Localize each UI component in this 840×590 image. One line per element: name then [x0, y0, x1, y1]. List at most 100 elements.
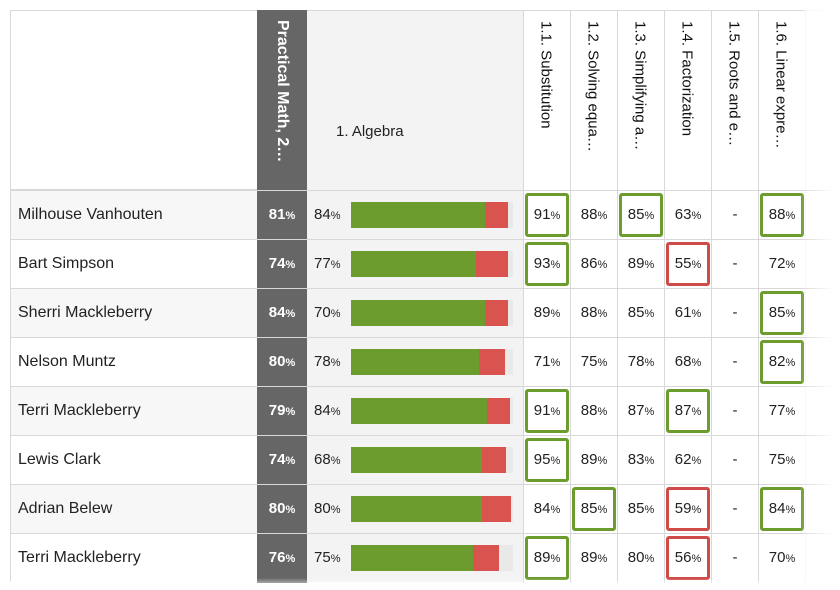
subtopic-score-cell[interactable]: 84%: [523, 485, 570, 534]
subtopic-score-cell[interactable]: 88%: [570, 289, 617, 338]
subtopic-score-value: -: [732, 549, 738, 566]
subtopic-score-value: 85: [627, 304, 645, 321]
subtopic-score-cell[interactable]: 85%: [758, 289, 805, 338]
table-row[interactable]: Nelson Muntz 80% 78% 71% 75% 78% 68% -82%: [10, 337, 840, 387]
subtopic-score-cell[interactable]: 85%: [617, 289, 664, 338]
subtopic-score-cell[interactable]: 85%: [570, 485, 617, 534]
subtopic-score-value: 70: [768, 549, 786, 566]
subtopic-score-cell[interactable]: 61%: [664, 289, 711, 338]
subtopic-score-cell[interactable]: 89%: [570, 534, 617, 583]
table-row[interactable]: Milhouse Vanhouten 81% 84% 91% 88% 85% 63% -88%: [10, 190, 840, 240]
subtopic-score-cell[interactable]: 88%: [758, 191, 805, 240]
table-row[interactable]: Sherri Mackleberry 84% 70% 89% 88% 85% 61% -85%: [10, 288, 840, 338]
subtopic-score-cell[interactable]: 59%: [664, 485, 711, 534]
algebra-score-cell[interactable]: 84%: [307, 387, 523, 435]
student-name[interactable]: Adrian Belew: [10, 485, 257, 533]
subtopic-score: -: [733, 500, 738, 517]
subtopic-header-4[interactable]: 1.4. Factorization: [664, 10, 711, 190]
subtopic-score-cell[interactable]: 88%: [570, 191, 617, 240]
subtopic-label: 1.5. Roots and e…: [725, 21, 743, 147]
overall-score-value: 76: [268, 549, 286, 566]
subtopic-header-1[interactable]: 1.1. Substitution: [523, 10, 570, 190]
progress-bar: [351, 251, 513, 277]
subtopic-score-cell[interactable]: 55%: [664, 240, 711, 289]
subtopic-score-cell[interactable]: 70%: [758, 534, 805, 583]
subtopic-score-cell[interactable]: 91%: [523, 387, 570, 436]
subtopic-score-cell[interactable]: -: [711, 436, 758, 485]
subtopic-score-cell[interactable]: 87%: [664, 387, 711, 436]
table-row[interactable]: Terri Mackleberry 79% 84% 91% 88% 87% 87% -77%: [10, 386, 840, 436]
algebra-score-cell[interactable]: 77%: [307, 240, 523, 288]
subtopic-score-cell[interactable]: 93%: [523, 240, 570, 289]
subtopic-score-cell[interactable]: 63%: [664, 191, 711, 240]
algebra-score: 78%: [314, 338, 340, 387]
student-name[interactable]: Bart Simpson: [10, 240, 257, 288]
subtopic-header-2[interactable]: 1.2. Solving equa…: [570, 10, 617, 190]
subtopic-score-value: 93: [533, 255, 551, 272]
subtopic-score-cell[interactable]: -: [711, 534, 758, 583]
subtopic-score-cell[interactable]: 77%: [758, 387, 805, 436]
progress-bar-not-mastered: [479, 349, 505, 375]
percent-sign: %: [644, 210, 655, 222]
course-overall-header[interactable]: Practical Math, 2…: [257, 10, 307, 190]
subtopic-score-cell[interactable]: 84%: [758, 485, 805, 534]
subtopic-header-5[interactable]: 1.5. Roots and e…: [711, 10, 758, 190]
subtopic-score-cell[interactable]: 85%: [617, 191, 664, 240]
subtopic-score-cell[interactable]: -: [711, 289, 758, 338]
subtopic-score-cell[interactable]: -: [711, 485, 758, 534]
subtopic-score-cell[interactable]: 68%: [664, 338, 711, 387]
overall-score-value: 79: [268, 402, 286, 419]
subtopic-header-6[interactable]: 1.6. Linear expre…: [758, 10, 805, 190]
subtopic-score-cell[interactable]: 89%: [617, 240, 664, 289]
student-name[interactable]: Milhouse Vanhouten: [10, 191, 257, 239]
subtopic-score-cell[interactable]: 86%: [570, 240, 617, 289]
subtopic-score-cell[interactable]: 62%: [664, 436, 711, 485]
subtopic-score-cell[interactable]: 89%: [523, 289, 570, 338]
percent-sign: %: [550, 259, 561, 271]
subtopic-header-3[interactable]: 1.3. Simplifying a…: [617, 10, 664, 190]
score-highlight-high: [525, 438, 569, 482]
student-name[interactable]: Terri Mackleberry: [10, 534, 257, 582]
table-row[interactable]: Bart Simpson 74% 77% 93% 86% 89% 55% -72%: [10, 239, 840, 289]
subtopic-score-cell[interactable]: 72%: [758, 240, 805, 289]
subtopic-score-cell[interactable]: 56%: [664, 534, 711, 583]
subtopic-score-cell[interactable]: 80%: [617, 534, 664, 583]
algebra-score-cell[interactable]: 78%: [307, 338, 523, 386]
subtopic-score-cell[interactable]: 89%: [523, 534, 570, 583]
student-name[interactable]: Terri Mackleberry: [10, 387, 257, 435]
score-highlight-high: [525, 193, 569, 237]
algebra-score-cell[interactable]: 80%: [307, 485, 523, 533]
algebra-score-cell[interactable]: 68%: [307, 436, 523, 484]
student-name[interactable]: Nelson Muntz: [10, 338, 257, 386]
student-name[interactable]: Sherri Mackleberry: [10, 289, 257, 337]
subtopic-score-cell[interactable]: 78%: [617, 338, 664, 387]
subtopic-score-cell[interactable]: -: [711, 338, 758, 387]
student-name[interactable]: Lewis Clark: [10, 436, 257, 484]
table-row[interactable]: Adrian Belew 80% 80% 84% 85% 85% 59% -84%: [10, 484, 840, 534]
subtopic-score-cell[interactable]: 82%: [758, 338, 805, 387]
subtopic-score-cell[interactable]: -: [711, 191, 758, 240]
subtopic-score-value: 75: [768, 451, 786, 468]
subtopic-score-cell[interactable]: 91%: [523, 191, 570, 240]
subtopic-score-cell[interactable]: -: [711, 240, 758, 289]
subtopic-score-cell[interactable]: 75%: [570, 338, 617, 387]
subtopic-score: 88%: [581, 206, 607, 223]
subtopic-score-cell[interactable]: 95%: [523, 436, 570, 485]
subtopic-score: 91%: [534, 402, 560, 419]
algebra-score-cell[interactable]: 70%: [307, 289, 523, 337]
algebra-score-cell[interactable]: 84%: [307, 191, 523, 239]
table-row[interactable]: Lewis Clark 74% 68% 95% 89% 83% 62% -75%: [10, 435, 840, 485]
subtopic-score-cell[interactable]: 71%: [523, 338, 570, 387]
subtopic-score-cell[interactable]: 75%: [758, 436, 805, 485]
subtopic-score-cell[interactable]: 85%: [617, 485, 664, 534]
subtopic-score-value: 84: [533, 500, 551, 517]
algebra-score-cell[interactable]: 75%: [307, 534, 523, 582]
subtopic-score-cell[interactable]: 88%: [570, 387, 617, 436]
subtopic-score-cell[interactable]: 89%: [570, 436, 617, 485]
subtopic-score-cell[interactable]: 83%: [617, 436, 664, 485]
subtopic-score: -: [733, 304, 738, 321]
section-header-algebra[interactable]: 1. Algebra: [307, 10, 523, 190]
table-row[interactable]: Terri Mackleberry 76% 75% 89% 89% 80% 56% -70%: [10, 533, 840, 583]
subtopic-score-cell[interactable]: 87%: [617, 387, 664, 436]
subtopic-score-cell[interactable]: -: [711, 387, 758, 436]
